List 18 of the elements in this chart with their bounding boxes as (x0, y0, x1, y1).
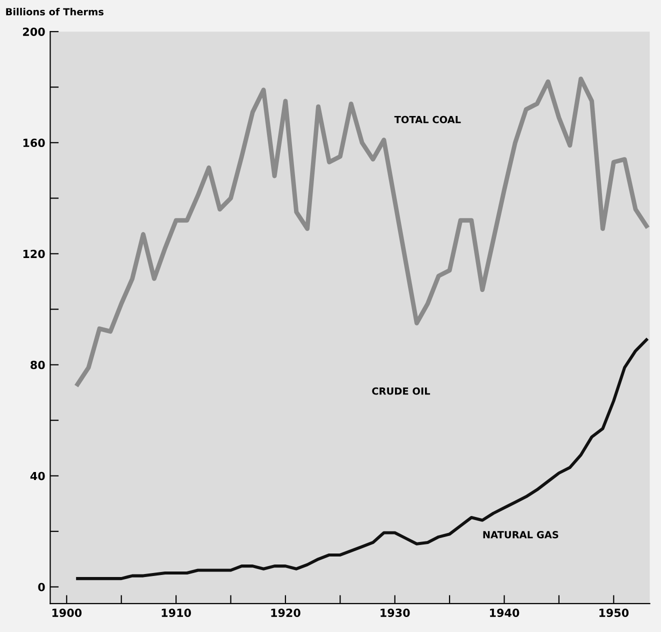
x-tick-label: 1900 (52, 608, 82, 618)
y-tick-label: 40 (30, 472, 45, 480)
text: TOTAL COAL (394, 116, 461, 124)
x-tick-label: 1940 (490, 608, 520, 618)
y-tick-label: 160 (23, 138, 45, 148)
y-tick-label: 200 (23, 28, 45, 36)
annotation: CRUDE OIL (372, 387, 430, 395)
x-tick-label: 1950 (599, 608, 629, 618)
x-tick-label: 1930 (380, 608, 410, 618)
x-tick-label: 1910 (162, 608, 191, 618)
line-series (75, 76, 649, 386)
y-tick-label: 120 (23, 250, 45, 258)
series-label: NATURAL GAS (483, 531, 558, 538)
line-series (76, 338, 648, 580)
y-tick-label: 80 (30, 360, 45, 370)
x-tick-label: 1920 (271, 608, 300, 618)
y-tick-label: 0 (38, 582, 45, 592)
y-axis-title: Billions of Therms (6, 8, 104, 16)
